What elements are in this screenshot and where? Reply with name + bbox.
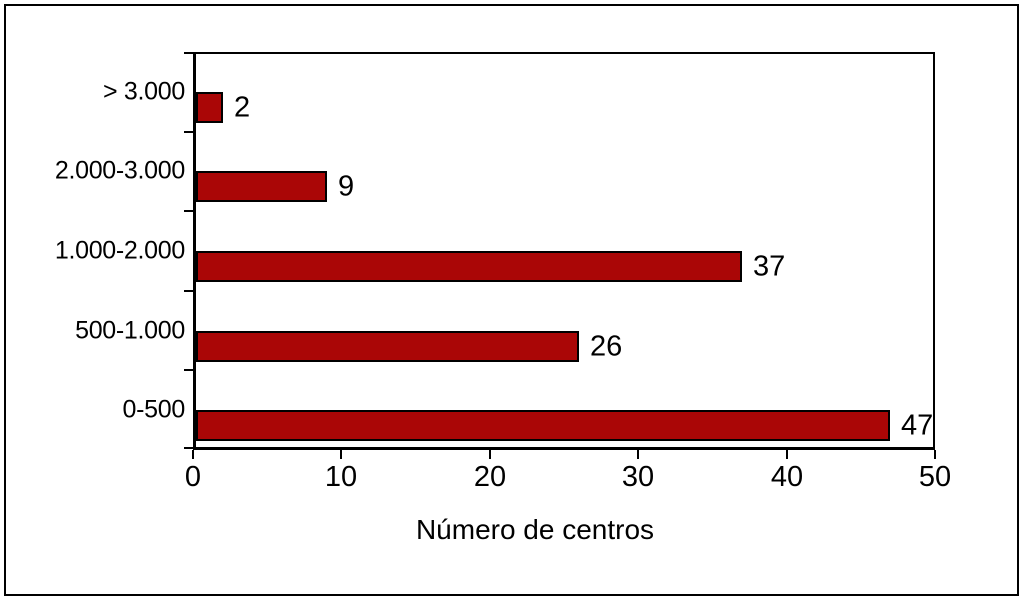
figure-border bbox=[4, 4, 1019, 596]
y-axis-tick bbox=[184, 52, 193, 54]
x-axis-title: Número de centros bbox=[415, 514, 655, 545]
value-label: 9 bbox=[338, 170, 355, 202]
bar bbox=[196, 331, 579, 362]
x-axis-tick bbox=[192, 450, 194, 459]
category-label: 2.000-3.000 bbox=[54, 156, 185, 185]
bar bbox=[196, 92, 223, 123]
y-axis-tick bbox=[184, 447, 193, 449]
value-label: 37 bbox=[753, 250, 786, 282]
category-label: 0-500 bbox=[122, 395, 186, 424]
value-label: 2 bbox=[234, 91, 251, 123]
bar bbox=[196, 251, 742, 282]
category-label: > 3.000 bbox=[102, 77, 185, 106]
y-axis-tick bbox=[184, 290, 193, 292]
x-axis-tick bbox=[489, 450, 491, 459]
y-axis-tick bbox=[184, 210, 193, 212]
bar bbox=[196, 410, 890, 441]
bar bbox=[196, 171, 327, 202]
y-axis-tick bbox=[184, 131, 193, 133]
x-axis-tick-label: 30 bbox=[621, 461, 655, 493]
x-axis-tick bbox=[637, 450, 639, 459]
x-axis-tick-label: 0 bbox=[184, 461, 202, 493]
x-axis-tick bbox=[934, 450, 936, 459]
x-axis-tick-label: 10 bbox=[324, 461, 358, 493]
x-axis-tick bbox=[340, 450, 342, 459]
category-label: 1.000-2.000 bbox=[54, 236, 185, 265]
y-axis-tick bbox=[184, 369, 193, 371]
value-label: 26 bbox=[590, 330, 623, 362]
x-axis-tick-label: 20 bbox=[473, 461, 507, 493]
x-axis-tick-label: 50 bbox=[918, 461, 952, 493]
x-axis-tick bbox=[786, 450, 788, 459]
value-label: 47 bbox=[901, 409, 934, 441]
category-label: 500-1.000 bbox=[75, 316, 185, 345]
x-axis-tick-label: 40 bbox=[770, 461, 804, 493]
